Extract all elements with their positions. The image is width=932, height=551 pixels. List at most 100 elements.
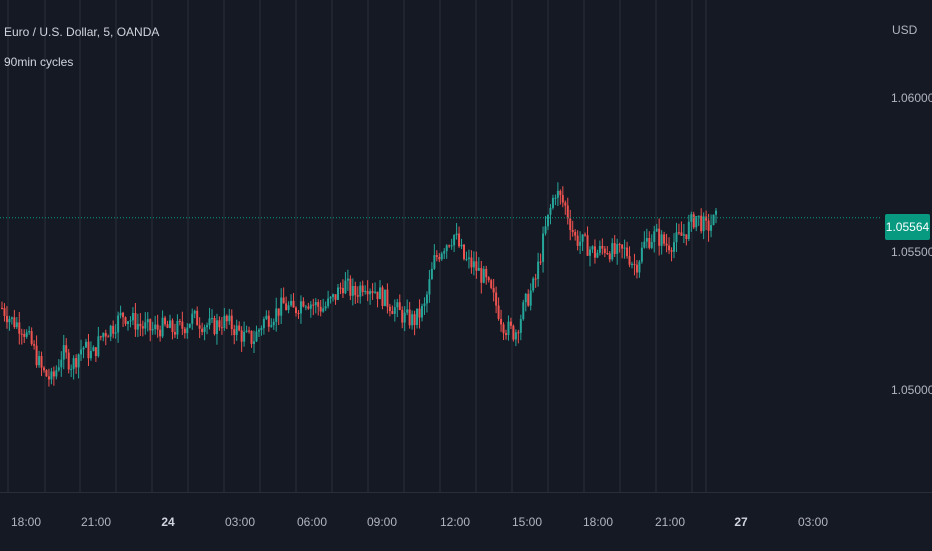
time-tick: 15:00 [511,515,543,529]
candle-body [522,302,525,320]
candle-body [653,231,656,242]
candle-body [680,232,683,236]
candle-body [430,268,433,280]
candle-body [198,325,201,329]
candle-body [463,244,465,260]
candle-body [250,330,253,344]
candle-body [519,319,522,333]
candle-body [191,313,194,324]
candle-body [589,249,591,256]
time-tick: 18:00 [10,515,42,529]
candle-body [87,341,90,359]
candle-body [208,318,211,326]
candle-body [638,261,641,273]
candle-body [571,229,574,232]
price-tick: 1.06000 [891,91,932,105]
indicator-label[interactable]: 90min cycles [4,55,74,69]
candle-body [490,280,493,288]
candle-body [564,202,567,206]
candle-body [527,293,530,306]
candle-body [334,294,337,300]
candle-body [443,251,446,254]
candle-body [230,315,233,330]
candle-body [705,216,708,221]
candle-body [408,309,411,326]
candle-body [181,321,184,329]
candle-body [62,345,65,360]
candle-body [8,318,11,323]
candle-body [695,216,698,228]
candle-body [206,325,209,328]
candle-body [72,358,75,369]
candle-body [376,291,379,300]
candle-body [396,302,399,308]
price-tick: 1.05500 [891,245,932,259]
candle-body [388,306,391,312]
candle-body [15,322,18,328]
candle-body [480,267,483,283]
candle-body [383,289,386,306]
candle-body [458,233,461,247]
candle-body [500,318,503,325]
candle-body [702,216,705,232]
candle-body [379,287,381,300]
candle-body [240,330,243,342]
candle-body [161,317,164,337]
candle-body [77,354,80,368]
candle-body [80,349,83,355]
candle-body [243,331,246,342]
candle-body [682,234,685,236]
price-axis[interactable] [880,0,932,492]
candle-body [361,285,364,292]
candle-body [144,322,147,329]
time-tick: 03:00 [797,515,829,529]
candlestick-chart[interactable] [0,0,880,492]
candle-body [532,278,535,291]
candle-body [146,319,149,323]
candle-body [159,329,162,337]
candle-body [112,325,115,334]
candle-body [601,245,604,249]
time-tick: 12:00 [439,515,471,529]
currency-label[interactable]: USD [892,23,918,37]
candle-body [267,315,270,327]
candle-body [574,231,577,236]
candle-body [608,253,611,260]
candle-body [178,320,181,322]
candle-body [467,257,470,259]
candle-body [176,320,179,335]
candle-body [82,347,85,350]
candle-body [544,226,547,234]
candle-body [349,278,352,296]
candle-body [166,324,169,328]
candle-body [341,287,344,294]
time-axis[interactable]: 18:00 21:00 24 03:00 06:00 09:00 12:00 1… [0,492,932,551]
candle-body [584,234,587,236]
candle-body [524,293,527,303]
candle-body [448,245,451,247]
candle-body [626,247,629,257]
candle-body [665,243,668,246]
candle-body [43,367,45,371]
candle-body [169,320,171,328]
candle-body [211,318,213,320]
candle-body [445,245,448,252]
candle-body [556,190,559,198]
candle-body [220,327,223,329]
candle-body [438,257,441,260]
chart-area[interactable]: Euro / U.S. Dollar, 5, OANDA 90min cycle… [0,0,880,492]
candle-body [677,232,680,234]
candle-body [213,318,216,335]
candle-body [374,291,377,293]
candle-body [470,257,473,268]
candle-body [18,322,21,334]
candle-body [290,300,293,306]
candle-body [643,241,646,248]
candle-body [89,350,92,359]
candle-body [188,323,191,328]
symbol-title[interactable]: Euro / U.S. Dollar, 5, OANDA [4,25,160,39]
candle-body [650,241,653,248]
candle-body [690,214,693,222]
candle-body [509,321,512,326]
candle-body [131,312,134,321]
